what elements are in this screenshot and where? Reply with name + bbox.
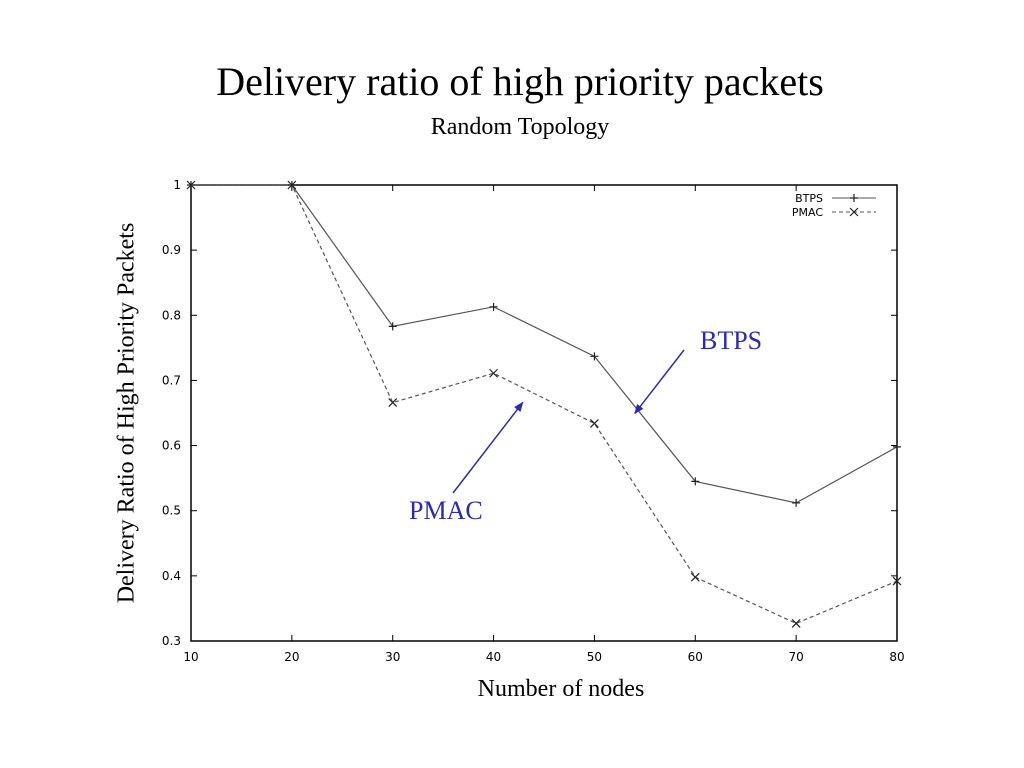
data-point-btps <box>590 352 599 361</box>
slide-subtitle: Random Topology <box>430 114 610 140</box>
y-tick-label: 0.6 <box>162 439 181 453</box>
data-point-btps <box>691 477 700 486</box>
y-tick-label: 0.5 <box>162 504 181 518</box>
x-tick-label: 60 <box>688 650 703 664</box>
legend-marker-btps <box>850 194 858 202</box>
slide-title: Delivery ratio of high priority packets <box>216 59 824 104</box>
data-point-btps <box>489 302 498 311</box>
legend-marker-pmac <box>849 207 859 217</box>
data-point-btps <box>388 322 397 331</box>
x-tick-label: 80 <box>889 650 904 664</box>
legend-label-btps: BTPS <box>795 192 823 205</box>
annotation-btps: BTPS <box>700 326 763 355</box>
y-tick-label: 0.9 <box>162 243 181 257</box>
y-tick-label: 0.4 <box>162 569 181 583</box>
data-point-btps <box>792 498 801 507</box>
y-tick-label: 1 <box>173 178 181 192</box>
x-tick-label: 40 <box>486 650 501 664</box>
x-tick-label: 10 <box>183 650 198 664</box>
series-line-btps <box>191 184 898 504</box>
data-point-pmac <box>287 180 297 190</box>
data-point-pmac <box>186 180 196 190</box>
data-point-pmac <box>388 398 398 408</box>
data-point-pmac <box>791 618 801 628</box>
x-axis-label: Number of nodes <box>477 676 645 702</box>
series-line-pmac <box>191 184 898 625</box>
y-tick-label: 0.8 <box>162 308 181 322</box>
data-point-pmac <box>590 418 599 428</box>
annotation-arrow-btps <box>634 349 685 415</box>
annotation-arrow-pmac <box>452 401 524 494</box>
legend-label-pmac: PMAC <box>792 206 823 219</box>
data-point-pmac <box>690 572 700 582</box>
annotation-pmac: PMAC <box>409 496 483 525</box>
y-tick-label: 0.7 <box>162 373 181 387</box>
y-tick-label: 0.3 <box>162 634 181 648</box>
x-tick-label: 70 <box>789 650 804 664</box>
x-tick-label: 50 <box>587 650 602 664</box>
data-point-pmac <box>489 368 498 378</box>
x-tick-label: 30 <box>385 650 400 664</box>
x-tick-label: 20 <box>284 650 299 664</box>
plot-frame <box>190 184 898 642</box>
data-point-pmac <box>892 576 902 586</box>
y-axis-label: Delivery Ratio of High Priority Packets <box>113 222 140 604</box>
data-point-btps <box>893 442 901 451</box>
